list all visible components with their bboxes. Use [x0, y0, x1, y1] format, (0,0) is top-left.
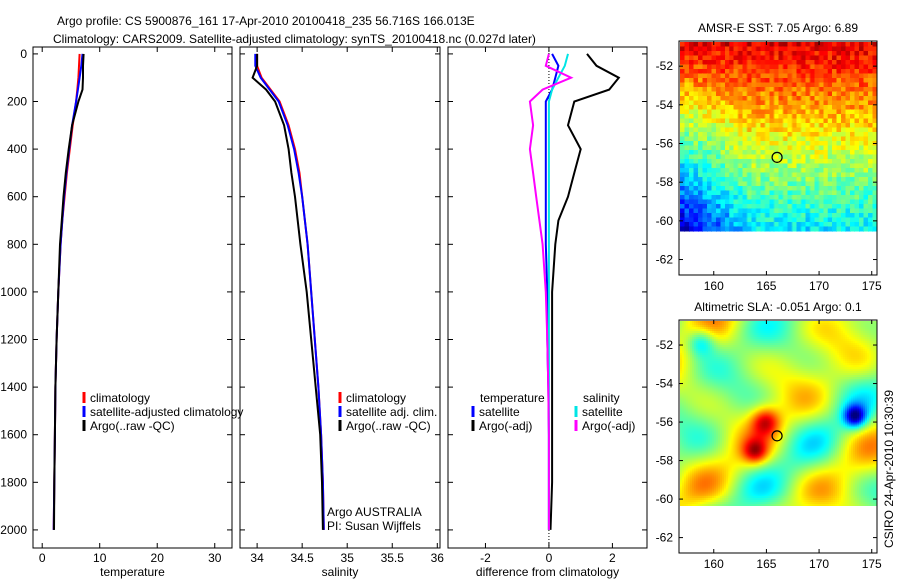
series-line-satellite-adj-clim- — [254, 53, 325, 530]
series-line-argo-raw-qc- — [53, 53, 85, 530]
y-tick-label: 800 — [7, 237, 27, 251]
x-tick-label: 170 — [809, 557, 829, 571]
legend-item: satellite — [479, 405, 520, 419]
x-tick-label: 175 — [862, 557, 882, 571]
credit-text: CSIRO 24-Apr-2010 10:30:39 — [882, 390, 896, 548]
salinity-frame — [239, 46, 441, 549]
y-tick-label: 1800 — [0, 475, 27, 489]
x-tick-label: 175 — [862, 279, 882, 293]
legend-header: salinity — [583, 391, 620, 405]
temperature-xlabel: temperature — [100, 565, 165, 579]
y-tick-label: -58 — [656, 454, 674, 468]
x-tick-label: 0 — [39, 551, 46, 565]
x-tick-label: 0 — [546, 551, 553, 565]
y-tick-label: 1200 — [0, 333, 27, 347]
y-tick-label: -52 — [656, 59, 674, 73]
sla-map-image — [680, 321, 877, 553]
x-tick-label: 160 — [704, 279, 724, 293]
x-tick-label: 165 — [756, 279, 776, 293]
sla-map-title: Altimetric SLA: -0.051 Argo: 0.1 — [694, 300, 862, 314]
legend-item: climatology — [90, 391, 150, 405]
sst-map-title: AMSR-E SST: 7.05 Argo: 6.89 — [698, 21, 858, 35]
series-line-temperature-argo-adj- — [549, 53, 621, 530]
difference-xlabel: difference from climatology — [476, 565, 619, 579]
sla-map-frame — [678, 319, 878, 554]
y-tick-label: 0 — [20, 47, 27, 61]
legend-header: temperature — [480, 391, 545, 405]
y-tick-label: -54 — [656, 98, 674, 112]
y-tick-label: 1000 — [0, 285, 27, 299]
salinity-panel: 34 34.5 35 35.5 36 salinity — [239, 46, 445, 579]
x-tick-label: -2 — [480, 551, 491, 565]
y-tick-label: -52 — [656, 338, 674, 352]
temperature-frame — [32, 46, 233, 549]
y-tick-label: -56 — [656, 415, 674, 429]
legend-item: satellite — [582, 405, 623, 419]
legend-item: Argo(-adj) — [582, 419, 635, 433]
salinity-xlabel: salinity — [322, 565, 359, 579]
x-tick-label: 34.5 — [290, 551, 314, 565]
y-tick-label: 2000 — [0, 523, 27, 537]
difference-frame — [447, 46, 648, 549]
x-tick-label: 35 — [341, 551, 355, 565]
title-line-2: Climatology: CARS2009. Satellite-adjuste… — [53, 32, 536, 46]
sst-map-image — [680, 42, 877, 275]
legend-item: satellite-adjusted climatology — [90, 405, 243, 419]
y-tick-label: -54 — [656, 377, 674, 391]
x-tick-label: 170 — [809, 279, 829, 293]
x-tick-label: 20 — [151, 551, 165, 565]
temperature-panel: 0 10 20 30 0 200 400 600 800 1000 1200 1400 1600 1800… — [0, 46, 233, 579]
legend-item: climatology — [346, 391, 406, 405]
series-line-argo-raw-qc- — [251, 53, 324, 530]
legend-item: satellite adj. clim. — [346, 405, 437, 419]
y-tick-label: -62 — [656, 531, 674, 545]
legend-item: Argo(-adj) — [479, 419, 532, 433]
y-tick-label: -56 — [656, 136, 674, 150]
x-tick-label: 2 — [609, 551, 616, 565]
title-line-1: Argo profile: CS 5900876_161 17-Apr-2010… — [57, 14, 475, 28]
y-tick-label: -60 — [656, 492, 674, 506]
y-tick-label: 1400 — [0, 380, 27, 394]
series-line-salinity-argo-adj- — [528, 53, 574, 530]
y-tick-label: -60 — [656, 214, 674, 228]
y-tick-label: 200 — [7, 95, 27, 109]
sst-map-frame — [678, 40, 878, 276]
y-tick-label: -62 — [656, 253, 674, 267]
legend-item: Argo(..raw -QC) — [346, 419, 431, 433]
x-tick-label: 30 — [208, 551, 222, 565]
x-tick-label: 34 — [250, 551, 264, 565]
annotation-text: Argo AUSTRALIA — [327, 505, 422, 519]
y-tick-label: 1600 — [0, 428, 27, 442]
x-tick-label: 165 — [756, 557, 776, 571]
x-tick-label: 160 — [704, 557, 724, 571]
argo-location-marker — [771, 430, 783, 442]
x-tick-label: 35.5 — [381, 551, 405, 565]
y-tick-label: -58 — [656, 175, 674, 189]
legend-item: Argo(..raw -QC) — [90, 419, 175, 433]
annotation-text: PI: Susan Wijffels — [327, 519, 421, 533]
argo-location-marker — [771, 151, 783, 163]
y-tick-label: 400 — [7, 142, 27, 156]
x-tick-label: 36 — [431, 551, 445, 565]
x-tick-label: 10 — [93, 551, 107, 565]
y-tick-label: 600 — [7, 190, 27, 204]
